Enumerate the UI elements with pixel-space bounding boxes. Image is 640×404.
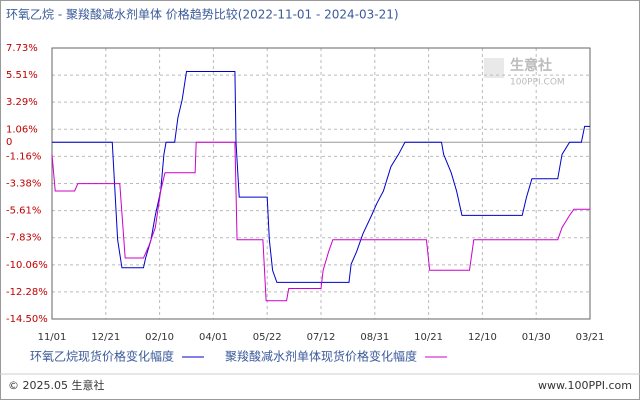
footer-right: www.100PPI.com: [538, 379, 632, 392]
footer-left: © 2025.05 生意社: [8, 378, 104, 392]
y-tick-label: 3.29%: [6, 97, 38, 108]
line: [52, 71, 590, 283]
y-tick-label: 5.51%: [6, 70, 38, 81]
x-tick-label: 10/21: [414, 332, 443, 343]
x-tick-label: 08/31: [360, 332, 389, 343]
y-tick-label: 1.06%: [6, 124, 38, 135]
y-tick-label: 7.73%: [6, 43, 38, 54]
x-tick-label: 07/12: [307, 332, 336, 343]
watermark-logo: [484, 58, 504, 78]
y-tick-label: -1.16%: [6, 151, 41, 162]
y-tick-label: -3.38%: [6, 178, 41, 189]
y-tick-label: 0: [6, 137, 12, 148]
x-tick-label: 12/10: [468, 332, 497, 343]
legend-label: 环氧乙烷现货价格变化幅度: [30, 349, 174, 364]
x-tick-label: 04/01: [199, 332, 228, 343]
x-tick-label: 11/01: [38, 332, 67, 343]
x-tick-label: 02/10: [145, 332, 174, 343]
x-tick-label: 01/30: [522, 332, 551, 343]
x-tick-label: 05/22: [253, 332, 282, 343]
chart-title: 环氧乙烷 - 聚羧酸减水剂单体 价格趋势比较(2022-11-01 - 2024…: [6, 7, 399, 22]
x-tick-label: 03/21: [576, 332, 605, 343]
watermark-sub: 100PPI.COM: [510, 78, 565, 88]
y-tick-label: -5.61%: [6, 206, 41, 217]
line: [51, 141, 590, 302]
x-tick-label: 12/21: [91, 332, 120, 343]
plot-border: [51, 47, 591, 320]
y-tick-label: -10.06%: [6, 260, 48, 271]
legend-label: 聚羧酸减水剂单体现货价格变化幅度: [225, 349, 417, 364]
watermark: 生意社: [510, 57, 552, 74]
y-tick-label: -14.50%: [6, 314, 48, 325]
y-tick-label: -7.83%: [6, 233, 41, 244]
y-tick-label: -12.28%: [6, 287, 48, 298]
